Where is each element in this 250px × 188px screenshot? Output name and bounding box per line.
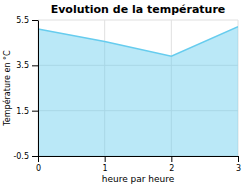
tick-label: 1 [103,164,108,173]
axis-line [38,21,39,157]
tick-label: -0.5 [13,152,29,161]
tick: -0.5 [13,152,38,161]
plot: 0 1 2 3 -0.5 1.5 3.5 5.5 [13,16,241,173]
tick-mark [32,111,38,112]
tick-mark [38,156,39,162]
tick-label: 3 [236,164,241,173]
tick-mark [105,156,106,162]
tick: 3 [236,156,241,173]
tick: 2 [169,156,174,173]
tick: 1 [103,156,108,173]
tick-mark [238,156,239,162]
y-axis: -0.5 1.5 3.5 5.5 [13,16,38,161]
x-axis-title: heure par heure [102,174,175,184]
axis-line [39,156,239,157]
x-axis: 0 1 2 3 [36,156,241,173]
tick-mark [171,156,172,162]
tick-mark [32,20,38,21]
tick: 0 [36,156,41,173]
tick-label: 5.5 [16,16,29,25]
y-axis-title: Température en °C [2,50,12,127]
title: Evolution de la température [51,3,226,16]
grid-line [38,20,39,156]
tick-label: 3.5 [16,61,29,70]
series [38,27,238,156]
tick: 5.5 [16,16,38,25]
grid [38,20,238,156]
area [38,27,238,156]
tick-mark [32,156,38,157]
grid-line [38,20,238,21]
tick-label: 2 [169,164,174,173]
tick: 1.5 [16,107,38,116]
tick-label: 0 [36,164,41,173]
tick-label: 1.5 [16,107,29,116]
tick-mark [32,65,38,66]
line [38,27,238,56]
tick: 3.5 [16,61,38,70]
chart: 0 1 2 3 -0.5 1.5 3.5 5.5 Evolution de la tempéra… [0,0,250,188]
